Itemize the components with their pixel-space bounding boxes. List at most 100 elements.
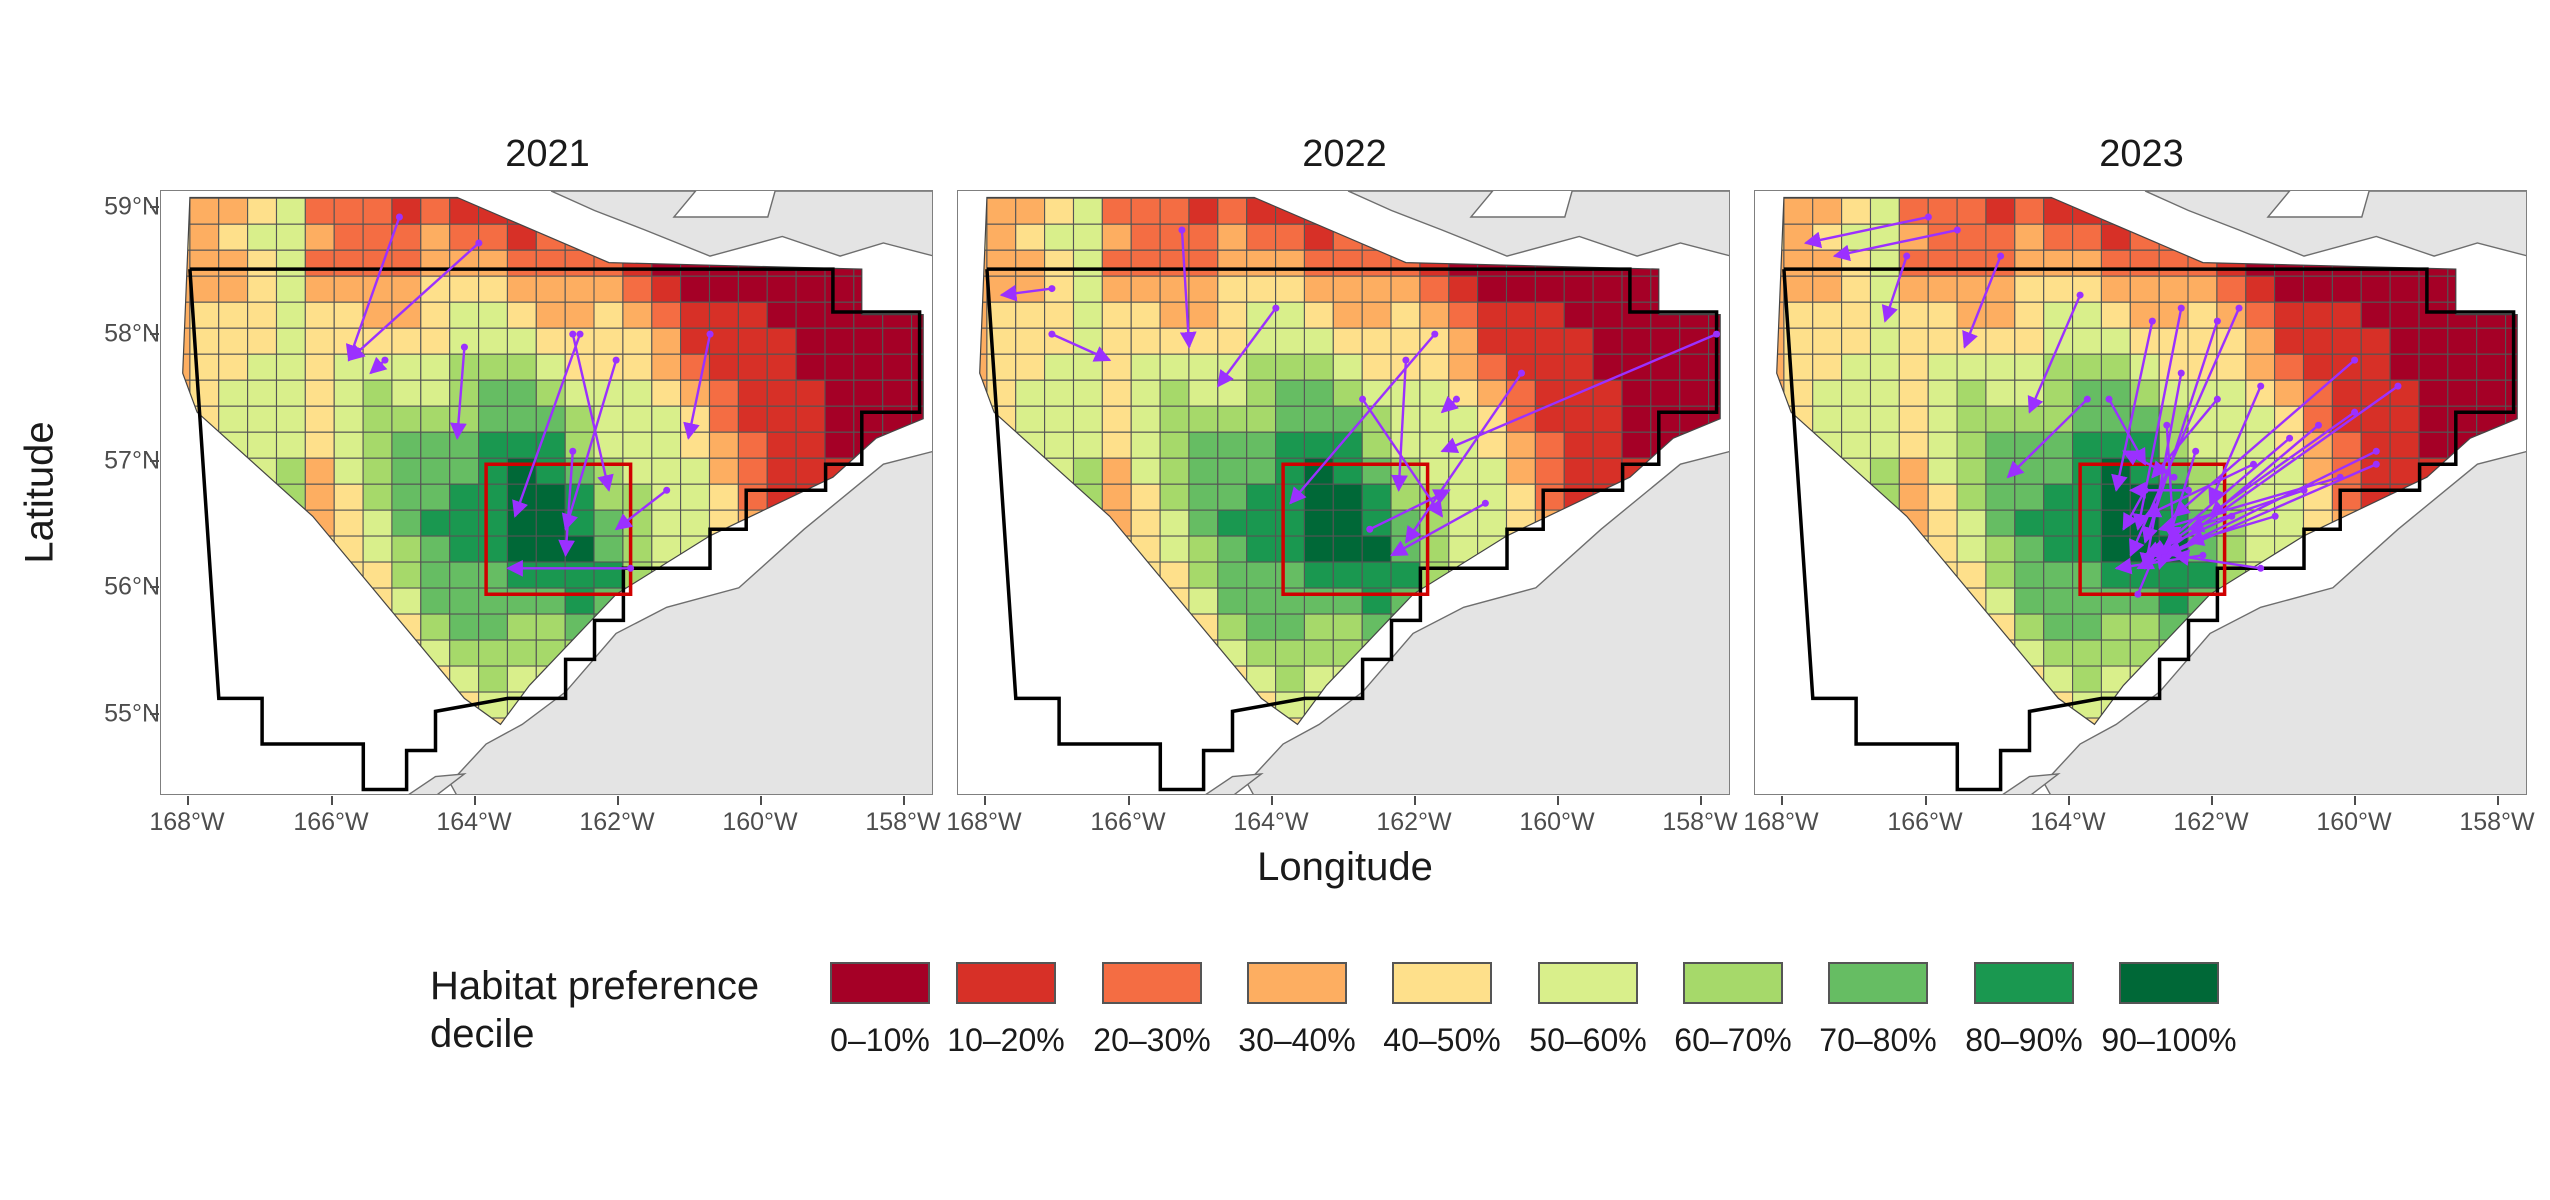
grid-cell <box>1563 457 1594 485</box>
legend-key <box>2119 962 2219 1004</box>
grid-cell <box>275 379 306 407</box>
grid-cell <box>362 457 393 485</box>
grid-cell <box>2302 535 2333 563</box>
grid-cell <box>593 561 624 589</box>
grid-cell <box>1776 197 1785 225</box>
movement-track <box>1832 228 1958 262</box>
grid-cell <box>304 301 335 329</box>
grid-cell <box>2129 301 2160 329</box>
grid-cell <box>1130 717 1161 725</box>
grid-cell <box>478 249 509 277</box>
grid-cell <box>1783 561 1814 589</box>
grid-cell <box>1217 613 1248 641</box>
legend-label: 10–20% <box>947 1022 1065 1058</box>
grid-cell <box>2476 327 2507 355</box>
grid-cell <box>449 483 480 511</box>
lat-tick-label: 56°N <box>104 572 160 601</box>
grid-cell <box>1621 275 1652 303</box>
grid-cell <box>2014 197 2045 225</box>
grid-cell <box>651 561 682 589</box>
grid-cell <box>1956 561 1987 589</box>
grid-cell <box>535 561 566 589</box>
grid-cell <box>182 613 191 641</box>
grid-cell <box>2100 327 2131 355</box>
grid-cell <box>1072 431 1103 459</box>
grid-cell <box>391 405 422 433</box>
lon-tick-mark <box>2497 796 2499 805</box>
grid-cell <box>247 535 278 563</box>
grid-cell <box>1869 639 1900 667</box>
grid-cell <box>2158 275 2189 303</box>
focal-area-box <box>1281 462 1430 597</box>
grid-cell <box>1679 275 1710 303</box>
grid-cell <box>2100 639 2131 667</box>
grid-cell <box>449 535 480 563</box>
grid-cell <box>275 535 306 563</box>
grid-cell <box>1015 249 1046 277</box>
grid-cell <box>680 509 711 537</box>
grid-cell <box>1015 405 1046 433</box>
grid-cell <box>1783 431 1814 459</box>
grid-cell <box>1188 431 1219 459</box>
grid-cell <box>1332 665 1363 693</box>
grid-cell <box>1332 249 1363 277</box>
movement-track <box>1051 333 1112 362</box>
grid-cell <box>737 275 768 303</box>
grid-cell <box>275 717 306 725</box>
lon-tick-label: 158°W <box>865 808 941 836</box>
grid-cell <box>1159 353 1190 381</box>
grid-cell <box>2216 353 2247 381</box>
grid-cell <box>449 613 480 641</box>
lon-tick-label: 166°W <box>293 808 369 836</box>
grid-cell <box>2100 301 2131 329</box>
grid-cell <box>304 327 335 355</box>
grid-cell <box>1130 613 1161 641</box>
grid-cell <box>1419 353 1450 381</box>
grid-cell <box>2043 665 2074 693</box>
land-polygon <box>1347 191 1729 257</box>
track-start-point <box>2213 395 2221 403</box>
grid-cell <box>2043 327 2074 355</box>
grid-cell <box>1044 405 1075 433</box>
grid-cell <box>189 561 220 589</box>
grid-cell <box>190 770 219 795</box>
grid-cell <box>333 665 364 693</box>
grid-cell <box>1130 457 1161 485</box>
grid-cell <box>1956 509 1987 537</box>
legend-label: 40–50% <box>1383 1022 1501 1058</box>
grid-cell <box>795 275 826 303</box>
grid-cell <box>1217 379 1248 407</box>
grid-cell <box>1130 327 1161 355</box>
grid-cell <box>1842 770 1871 795</box>
grid-cell <box>1419 379 1450 407</box>
grid-cell <box>1275 223 1306 251</box>
grid-cell <box>189 379 220 407</box>
grid-cell <box>1898 665 1929 693</box>
grid-cell <box>1869 431 1900 459</box>
grid-cell <box>535 353 566 381</box>
grid-cell <box>2158 561 2189 589</box>
grid-cell <box>1101 613 1132 641</box>
grid-cell <box>824 353 855 381</box>
track-start-point <box>1924 213 1932 221</box>
lon-tick-mark <box>1557 796 1559 805</box>
grid-cell <box>362 249 393 277</box>
grid-cell <box>1650 327 1681 355</box>
grid-cell <box>622 587 653 615</box>
grid-cell <box>333 405 364 433</box>
grid-cell <box>1361 457 1392 485</box>
grid-cell <box>824 379 855 407</box>
grid-cell <box>1956 535 1987 563</box>
grid-cell <box>304 665 335 693</box>
grid-cell <box>1812 639 1843 667</box>
grid-cell <box>1217 249 1248 277</box>
grid-cell <box>2014 639 2045 667</box>
grid-cell <box>275 197 306 225</box>
grid-cell <box>1776 717 1785 725</box>
grid-cell <box>1899 770 1928 795</box>
grid-cell <box>1015 509 1046 537</box>
track-start-point <box>1048 285 1056 293</box>
grid-cell <box>2476 275 2507 303</box>
grid-cell <box>420 197 451 225</box>
grid-cell <box>1448 249 1479 277</box>
